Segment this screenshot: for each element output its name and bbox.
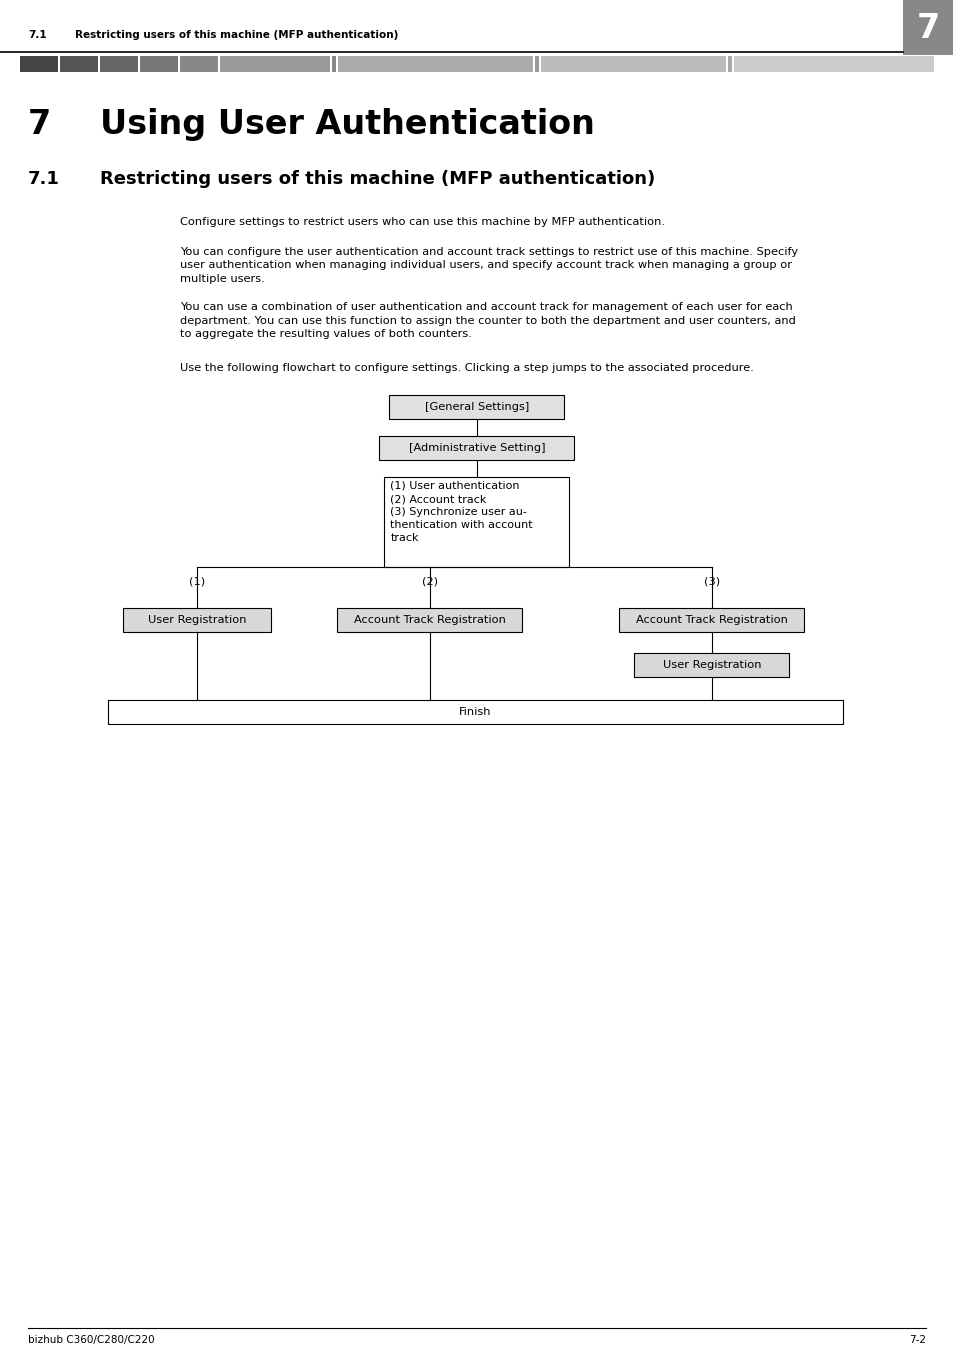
Bar <box>140 55 178 72</box>
Bar <box>108 701 842 724</box>
Text: 7: 7 <box>28 108 51 140</box>
Bar <box>540 55 725 72</box>
Text: user authentication when managing individual users, and specify account track wh: user authentication when managing indivi… <box>180 261 791 270</box>
Bar <box>618 608 803 632</box>
Bar <box>634 653 789 676</box>
Text: to aggregate the resulting values of both counters.: to aggregate the resulting values of bot… <box>180 329 472 339</box>
Text: (1) User authentication: (1) User authentication <box>390 481 519 491</box>
Text: 7.1: 7.1 <box>28 170 60 188</box>
Text: Using User Authentication: Using User Authentication <box>100 108 595 140</box>
Text: 7-2: 7-2 <box>908 1335 925 1345</box>
Text: [General Settings]: [General Settings] <box>424 402 529 412</box>
Text: (2): (2) <box>421 576 437 586</box>
Text: Use the following flowchart to configure settings. Clicking a step jumps to the : Use the following flowchart to configure… <box>180 363 753 373</box>
Bar <box>337 55 533 72</box>
Bar <box>100 55 138 72</box>
Text: track: track <box>390 533 418 543</box>
Text: You can use a combination of user authentication and account track for managemen: You can use a combination of user authen… <box>180 302 792 312</box>
Text: Account Track Registration: Account Track Registration <box>636 616 787 625</box>
Bar <box>733 55 933 72</box>
Text: thentication with account: thentication with account <box>390 520 533 531</box>
Text: [Administrative Setting]: [Administrative Setting] <box>408 443 545 454</box>
Text: Restricting users of this machine (MFP authentication): Restricting users of this machine (MFP a… <box>100 170 655 188</box>
Text: (2) Account track: (2) Account track <box>390 494 486 504</box>
Text: You can configure the user authentication and account track settings to restrict: You can configure the user authenticatio… <box>180 247 798 256</box>
Bar <box>902 0 953 55</box>
Text: bizhub C360/C280/C220: bizhub C360/C280/C220 <box>28 1335 154 1345</box>
Bar <box>535 55 538 72</box>
Bar <box>332 55 335 72</box>
Text: User Registration: User Registration <box>148 616 246 625</box>
Bar <box>180 55 218 72</box>
Text: (3): (3) <box>703 576 720 586</box>
Text: Configure settings to restrict users who can use this machine by MFP authenticat: Configure settings to restrict users who… <box>180 217 664 227</box>
Text: department. You can use this function to assign the counter to both the departme: department. You can use this function to… <box>180 316 795 325</box>
Bar <box>379 436 574 460</box>
Bar <box>389 396 564 418</box>
Bar <box>20 55 58 72</box>
Bar <box>60 55 98 72</box>
Text: multiple users.: multiple users. <box>180 274 265 284</box>
Bar <box>220 55 330 72</box>
Bar <box>384 477 569 567</box>
Text: Restricting users of this machine (MFP authentication): Restricting users of this machine (MFP a… <box>75 30 398 40</box>
Text: (3) Synchronize user au-: (3) Synchronize user au- <box>390 508 527 517</box>
Text: 7.1: 7.1 <box>28 30 47 40</box>
Bar <box>337 608 522 632</box>
Text: Account Track Registration: Account Track Registration <box>354 616 505 625</box>
Text: User Registration: User Registration <box>662 660 760 670</box>
Bar <box>123 608 271 632</box>
Text: 7: 7 <box>916 12 939 45</box>
Text: (1): (1) <box>189 576 205 586</box>
Text: Finish: Finish <box>458 707 491 717</box>
Bar <box>727 55 731 72</box>
